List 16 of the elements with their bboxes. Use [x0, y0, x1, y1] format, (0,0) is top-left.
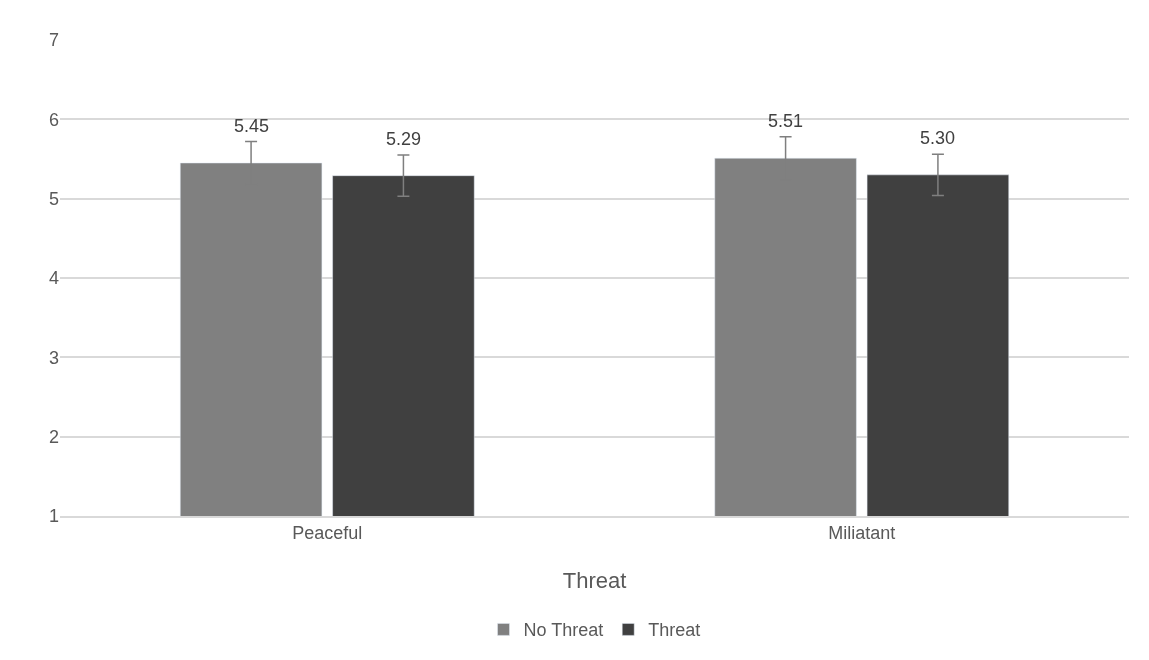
y-tick-label: 5: [48, 188, 59, 209]
y-tick-label: 6: [48, 109, 59, 130]
y-tick-label: 2: [48, 426, 59, 447]
y-tick-label: 7: [48, 30, 59, 51]
data-label: 5.45: [234, 116, 270, 136]
y-tick-label: 4: [48, 268, 59, 289]
data-label: 5.51: [768, 111, 804, 131]
data-label: 5.29: [386, 129, 422, 149]
x-axis-title: Threat: [562, 567, 627, 593]
x-tick-label: Miliatant: [828, 523, 896, 544]
y-tick-label: 1: [48, 506, 59, 527]
legend-label: Threat: [648, 620, 701, 641]
y-tick-label: 3: [48, 347, 59, 368]
legend-label: No Threat: [523, 620, 604, 641]
data-label: 5.30: [920, 128, 956, 148]
x-tick-label: Peaceful: [292, 523, 363, 544]
